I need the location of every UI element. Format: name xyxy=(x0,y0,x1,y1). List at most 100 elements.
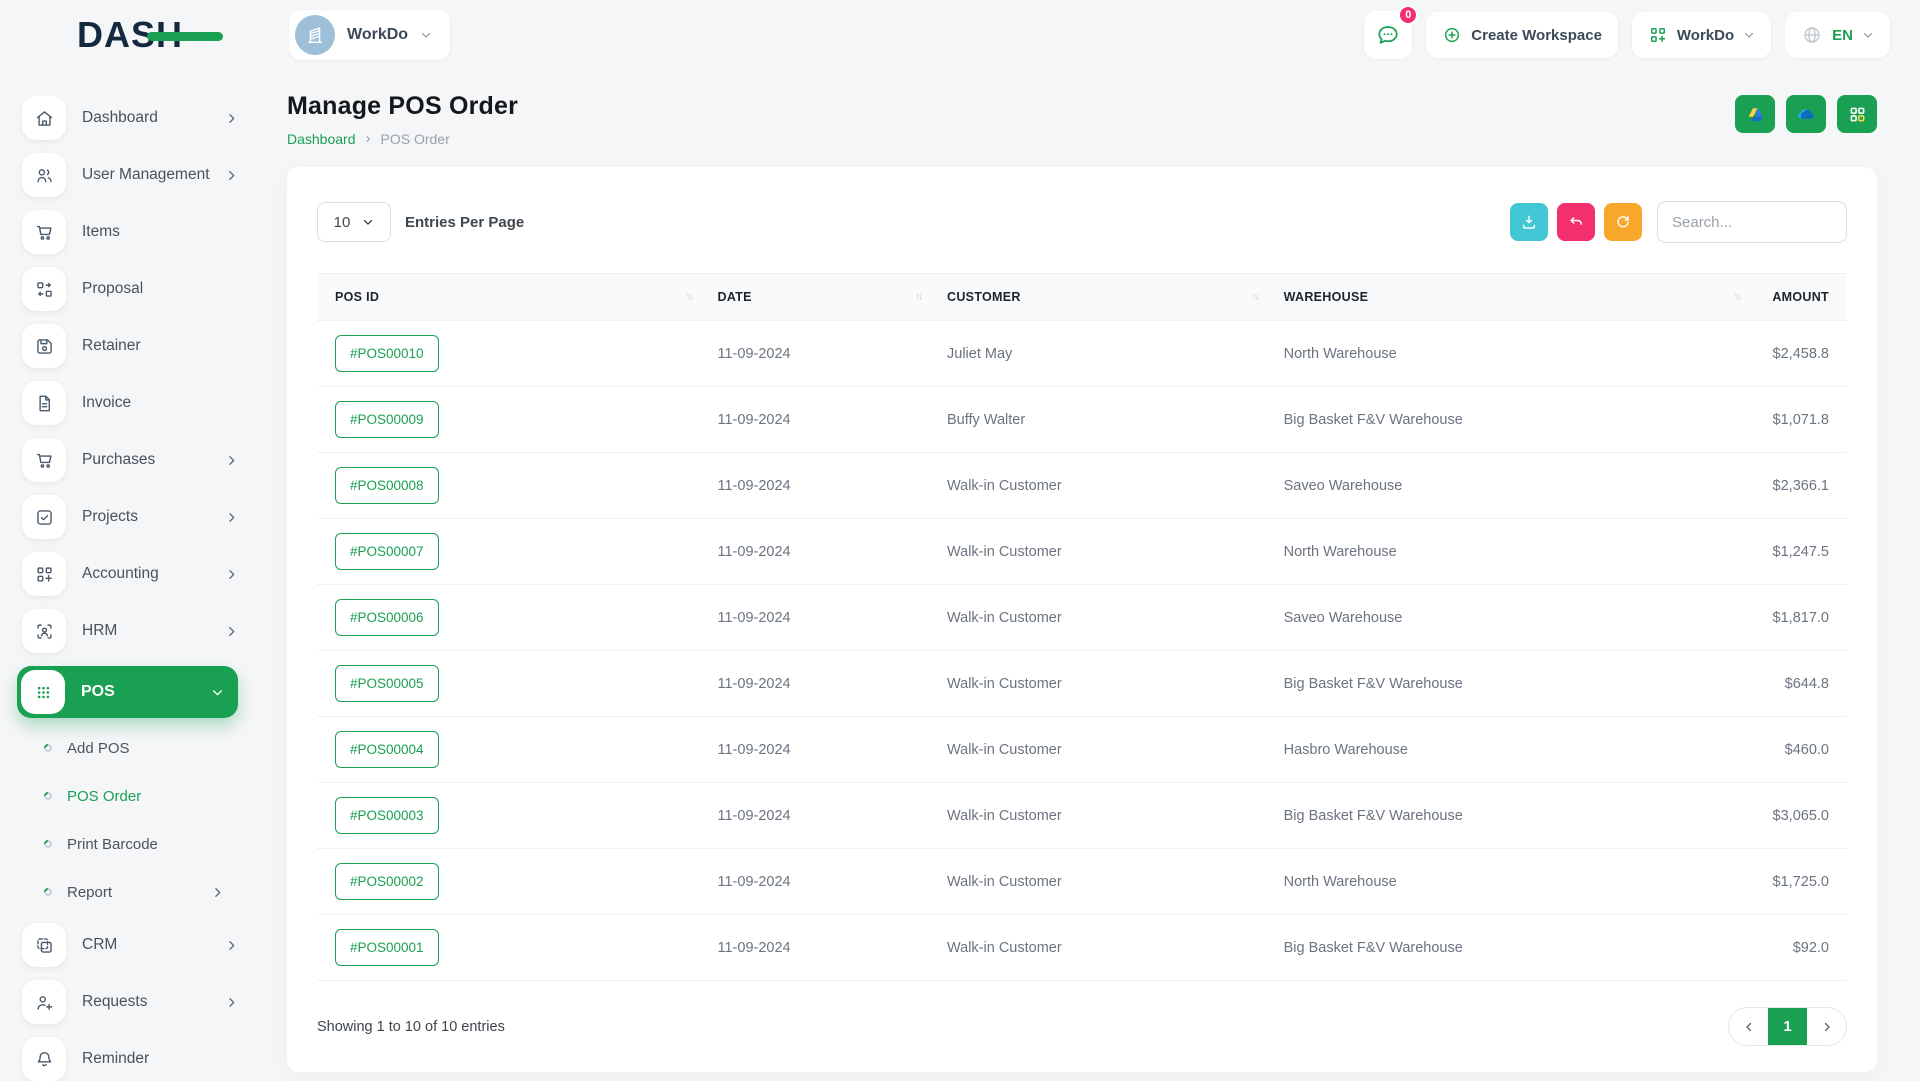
breadcrumb: Dashboard › POS Order xyxy=(287,130,518,147)
pos-id-link[interactable]: #POS00007 xyxy=(335,533,439,570)
pagination: 1 xyxy=(1728,1007,1847,1046)
entries-per-page-value: 10 xyxy=(334,214,351,231)
google-drive-button[interactable] xyxy=(1735,95,1775,133)
column-header-date[interactable]: DATE↑↓ xyxy=(700,274,930,321)
cell-date: 11-09-2024 xyxy=(700,849,930,915)
sidebar-item-requests[interactable]: Requests xyxy=(22,980,238,1024)
sidebar-item-items[interactable]: Items xyxy=(22,210,238,254)
breadcrumb-current: POS Order xyxy=(381,131,450,147)
sidebar-subitem-print-barcode[interactable]: Print Barcode xyxy=(44,827,224,861)
sidebar-subitem-label: Add POS xyxy=(67,740,130,757)
onedrive-icon xyxy=(1796,104,1817,125)
sidebar-item-purchases[interactable]: Purchases xyxy=(22,438,238,482)
reset-button[interactable] xyxy=(1557,203,1595,241)
sidebar-item-label: POS xyxy=(81,683,115,701)
search-input[interactable] xyxy=(1657,201,1847,243)
workspace-switcher[interactable]: WorkDo xyxy=(289,10,450,60)
refresh-button[interactable] xyxy=(1604,203,1642,241)
sidebar-item-label: Retainer xyxy=(82,337,141,355)
workdo-menu-label: WorkDo xyxy=(1677,27,1734,44)
column-header-customer[interactable]: CUSTOMER↑↓ xyxy=(929,274,1266,321)
pos-id-link[interactable]: #POS00009 xyxy=(335,401,439,438)
pagination-prev-button[interactable] xyxy=(1729,1008,1768,1045)
sidebar-item-reminder[interactable]: Reminder xyxy=(22,1037,238,1081)
cell-customer: Walk-in Customer xyxy=(929,651,1266,717)
sidebar-subitem-add-pos[interactable]: Add POS xyxy=(44,731,224,765)
sidebar-item-dashboard[interactable]: Dashboard xyxy=(22,96,238,140)
column-header-pos-id[interactable]: POS ID↑↓ xyxy=(317,274,700,321)
pos-id-link[interactable]: #POS00004 xyxy=(335,731,439,768)
pos-id-link[interactable]: #POS00006 xyxy=(335,599,439,636)
chevron-right-icon xyxy=(225,996,238,1009)
chevron-right-icon xyxy=(225,112,238,125)
sidebar-item-label: Accounting xyxy=(82,565,159,583)
messages-count-badge: 0 xyxy=(1398,5,1418,25)
sidebar-item-proposal[interactable]: Proposal xyxy=(22,267,238,311)
sidebar-item-accounting[interactable]: Accounting xyxy=(22,552,238,596)
chevron-right-icon xyxy=(225,511,238,524)
language-selector[interactable]: EN xyxy=(1785,12,1890,58)
grid-view-button[interactable] xyxy=(1837,95,1877,133)
sidebar-item-projects[interactable]: Projects xyxy=(22,495,238,539)
cell-customer: Buffy Walter xyxy=(929,387,1266,453)
cell-warehouse: Saveo Warehouse xyxy=(1266,453,1748,519)
column-header-warehouse[interactable]: WAREHOUSE↑↓ xyxy=(1266,274,1748,321)
pos-id-link[interactable]: #POS00003 xyxy=(335,797,439,834)
cell-date: 11-09-2024 xyxy=(700,783,930,849)
page-title: Manage POS Order xyxy=(287,92,518,121)
chevron-down-icon xyxy=(420,29,432,41)
pos-id-link[interactable]: #POS00008 xyxy=(335,467,439,504)
workdo-menu-button[interactable]: WorkDo xyxy=(1632,12,1771,58)
pos-id-link[interactable]: #POS00010 xyxy=(335,335,439,372)
sort-icon: ↑↓ xyxy=(686,292,692,303)
cell-customer: Walk-in Customer xyxy=(929,585,1266,651)
sidebar-subitem-pos-order[interactable]: POS Order xyxy=(44,779,224,813)
pos-id-link[interactable]: #POS00005 xyxy=(335,665,439,702)
cell-warehouse: North Warehouse xyxy=(1266,519,1748,585)
chevron-left-icon xyxy=(1743,1021,1755,1033)
cell-customer: Juliet May xyxy=(929,321,1266,387)
sidebar-item-hrm[interactable]: HRM xyxy=(22,609,238,653)
table-body: #POS00010 11-09-2024 Juliet May North Wareh… xyxy=(317,321,1847,981)
sidebar-item-user-management[interactable]: User Management xyxy=(22,153,238,197)
chevron-right-icon xyxy=(1821,1021,1833,1033)
cell-warehouse: Big Basket F&V Warehouse xyxy=(1266,783,1748,849)
breadcrumb-dashboard-link[interactable]: Dashboard xyxy=(287,131,356,147)
cell-amount: $1,247.5 xyxy=(1748,519,1847,585)
export-button[interactable] xyxy=(1510,203,1548,241)
app-logo[interactable]: DASH xyxy=(0,17,260,53)
pos-id-link[interactable]: #POS00002 xyxy=(335,863,439,900)
column-header-amount[interactable]: AMOUNT xyxy=(1748,274,1847,321)
messages-button[interactable]: 0 xyxy=(1364,11,1412,59)
pagination-page-1[interactable]: 1 xyxy=(1768,1008,1807,1045)
cell-warehouse: Big Basket F&V Warehouse xyxy=(1266,915,1748,981)
cell-amount: $460.0 xyxy=(1748,717,1847,783)
cell-amount: $1,725.0 xyxy=(1748,849,1847,915)
sidebar-item-retainer[interactable]: Retainer xyxy=(22,324,238,368)
building-icon xyxy=(295,15,335,55)
pos-id-link[interactable]: #POS00001 xyxy=(335,929,439,966)
onedrive-button[interactable] xyxy=(1786,95,1826,133)
sidebar-item-label: Dashboard xyxy=(82,109,158,127)
create-workspace-button[interactable]: Create Workspace xyxy=(1426,12,1618,58)
chevron-right-icon xyxy=(225,625,238,638)
cell-warehouse: Saveo Warehouse xyxy=(1266,585,1748,651)
pagination-next-button[interactable] xyxy=(1807,1008,1846,1045)
sidebar-item-pos[interactable]: POS xyxy=(17,666,238,718)
cell-customer: Walk-in Customer xyxy=(929,783,1266,849)
cell-warehouse: Hasbro Warehouse xyxy=(1266,717,1748,783)
entries-per-page-select[interactable]: 10 xyxy=(317,202,391,242)
create-workspace-label: Create Workspace xyxy=(1471,27,1602,44)
cell-date: 11-09-2024 xyxy=(700,915,930,981)
cell-date: 11-09-2024 xyxy=(700,519,930,585)
sidebar-item-label: Projects xyxy=(82,508,138,526)
sidebar-subitem-report[interactable]: Report xyxy=(44,875,224,909)
chevron-right-icon xyxy=(225,169,238,182)
entries-summary: Showing 1 to 10 of 10 entries xyxy=(317,1019,505,1035)
chevron-down-icon xyxy=(362,216,374,228)
sidebar-item-invoice[interactable]: Invoice xyxy=(22,381,238,425)
entries-per-page-label: Entries Per Page xyxy=(405,214,524,231)
sidebar-item-crm[interactable]: CRM xyxy=(22,923,238,967)
